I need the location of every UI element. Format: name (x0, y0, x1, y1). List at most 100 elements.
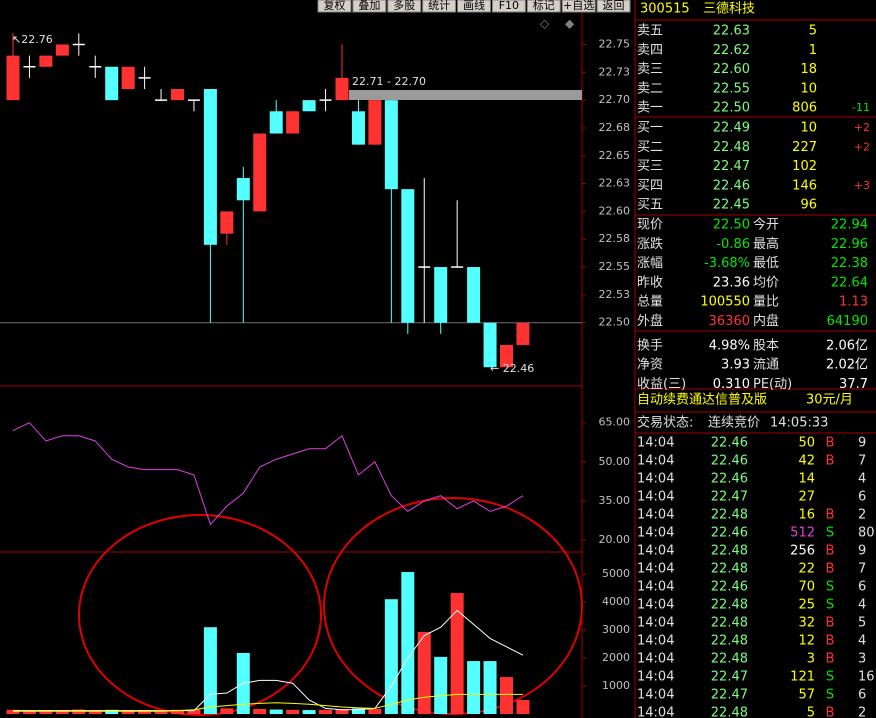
icon: ◇ (540, 17, 550, 31)
annotation: 22.71 - 22.70 (352, 75, 426, 88)
trade-side: S (826, 526, 834, 541)
toolbar-button[interactable] (387, 0, 422, 13)
trade-volume: 25 (798, 598, 815, 613)
trade-volume: 70 (798, 580, 815, 595)
toolbar-label: 返回 (603, 0, 625, 12)
trade-time: 14:04 (637, 526, 674, 541)
price-band (349, 90, 582, 100)
trade-volume: 42 (798, 454, 815, 469)
status-label: 交易状态: (637, 415, 693, 431)
y-tick-label: 50.00 (599, 455, 631, 468)
trade-count: 3 (858, 652, 866, 667)
book-price: 22.55 (713, 81, 750, 96)
book-volume: 96 (800, 198, 817, 213)
y-tick-label: 35.00 (599, 494, 631, 507)
trade-count: 16 (858, 670, 875, 685)
toolbar-button[interactable] (526, 0, 561, 13)
stat-label: 流通 (753, 358, 779, 373)
book-label: 卖二 (637, 81, 663, 96)
trade-count: 6 (858, 580, 866, 595)
candle-body (220, 211, 234, 234)
trade-price: 22.46 (711, 472, 748, 487)
book-label: 买三 (637, 159, 663, 174)
trade-volume: 5 (807, 706, 815, 718)
trade-price: 22.48 (711, 508, 748, 523)
trade-side: B (826, 454, 835, 469)
trade-volume: 22 (798, 562, 815, 577)
book-volume: 10 (800, 81, 817, 96)
trade-time: 14:04 (637, 562, 674, 577)
toolbar-button[interactable] (491, 0, 526, 13)
book-label: 买五 (637, 198, 663, 213)
book-price: 22.48 (713, 140, 750, 155)
candle-body (121, 66, 135, 90)
toolbar-button[interactable] (596, 0, 631, 13)
volume-bar (121, 710, 135, 714)
trade-count: 2 (858, 706, 866, 718)
status-value: 连续竞价 (708, 415, 760, 431)
y-tick-label: 22.55 (599, 260, 631, 273)
book-label: 卖一 (637, 101, 663, 116)
book-volume: 102 (792, 159, 817, 174)
toolbar-label: 叠加 (358, 0, 380, 12)
toolbar-button[interactable] (352, 0, 387, 13)
book-label: 买一 (637, 121, 663, 136)
y-tick-label: 5000 (602, 567, 630, 580)
stat-label: 股本 (753, 338, 779, 353)
trade-price: 22.47 (711, 490, 748, 505)
book-price: 22.50 (713, 101, 750, 116)
toolbar-button[interactable] (457, 0, 491, 13)
stat-value: 2.02亿 (826, 358, 868, 373)
book-label: 买四 (637, 178, 663, 193)
trade-price: 22.47 (711, 688, 748, 703)
stat-label: 最低 (753, 256, 779, 271)
y-tick-label: 22.65 (599, 149, 631, 162)
trade-count: 7 (858, 454, 866, 469)
volume-bar (450, 593, 464, 714)
trade-volume: 14 (798, 472, 815, 487)
toolbar-label: F10 (499, 0, 519, 12)
toolbar-button[interactable] (317, 0, 352, 13)
trade-price: 22.48 (711, 706, 748, 718)
stat-label: 总量 (637, 295, 663, 310)
book-volume: 227 (792, 140, 817, 155)
trade-time: 14:04 (637, 688, 674, 703)
stat-value: -3.68% (704, 256, 750, 271)
volume-bar (319, 709, 333, 714)
annotation: ← 22.46 (490, 362, 534, 375)
volume-ma (13, 693, 523, 712)
volume-bar (138, 710, 152, 714)
volume-bar (351, 708, 365, 714)
volume-bar (368, 708, 382, 714)
stat-value: 4.98% (709, 338, 750, 353)
trade-count: 2 (858, 508, 866, 523)
candle-body (467, 267, 481, 323)
volume-bar (22, 710, 36, 714)
stat-value: 0.310 (713, 377, 750, 392)
stat-label: 今开 (753, 217, 779, 233)
trade-count: 4 (858, 634, 866, 649)
trade-price: 22.46 (711, 580, 748, 595)
book-volume: 1 (809, 43, 817, 58)
trade-price: 22.48 (711, 652, 748, 667)
candle-body (55, 44, 69, 56)
volume-bar (154, 710, 168, 714)
trade-volume: 3 (807, 652, 815, 667)
book-volume: 10 (800, 121, 817, 136)
toolbar-button[interactable] (561, 0, 596, 13)
banner: 自动续费通达信普及版 (637, 393, 767, 408)
stat-label: 外盘 (637, 313, 663, 329)
y-tick-label: 22.75 (599, 38, 631, 51)
stat-value: 100550 (700, 295, 750, 310)
trade-time: 14:04 (637, 436, 674, 451)
trade-side: B (826, 616, 835, 631)
toolbar-label: 画线 (463, 0, 485, 12)
trade-price: 22.48 (711, 598, 748, 613)
book-label: 卖五 (637, 24, 663, 39)
candle-body (401, 189, 415, 323)
icon: ◆ (565, 17, 575, 31)
candle-body (434, 267, 448, 323)
toolbar-button[interactable] (422, 0, 457, 13)
trade-time: 14:04 (637, 616, 674, 631)
annotation: ↖22.76 (12, 33, 53, 46)
